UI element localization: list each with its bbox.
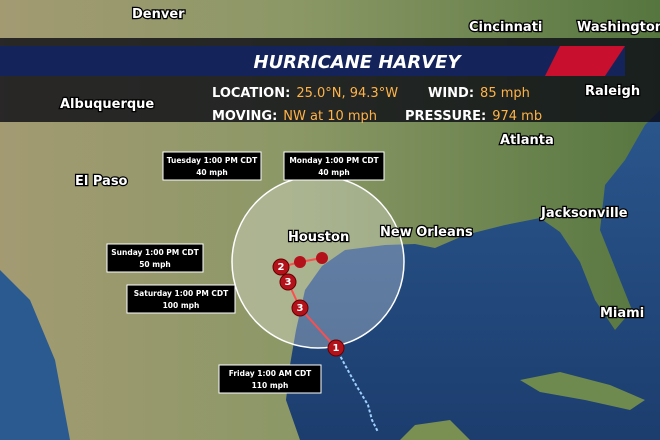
- forecast-wind: 40 mph: [318, 168, 350, 177]
- forecast-time: Sunday 1:00 PM CDT: [111, 248, 199, 257]
- forecast-time: Tuesday 1:00 PM CDT: [167, 156, 258, 165]
- city-label: El Paso: [75, 174, 128, 189]
- city-label: Houston: [288, 230, 349, 245]
- past-track: [335, 347, 379, 433]
- info-banner: HURRICANE HARVEY LOCATION: 25.0°N, 94.3°W…: [0, 38, 660, 124]
- city-label: Denver: [132, 7, 185, 22]
- field-label: WIND:: [428, 86, 474, 101]
- storm-icon: [316, 252, 328, 264]
- title-bar: [0, 46, 625, 76]
- storm-category: 3: [285, 277, 292, 288]
- gulf-of-california: [0, 270, 70, 440]
- forecast-time: Friday 1:00 AM CDT: [229, 369, 312, 378]
- forecast-box: [126, 284, 236, 314]
- logo-stripe: [545, 46, 625, 76]
- storm-icon: [279, 273, 297, 291]
- city-label: New Orleans: [380, 225, 473, 240]
- forecast-box: [162, 151, 262, 181]
- city-label: Albuquerque: [60, 97, 154, 112]
- banner-title: HURRICANE HARVEY: [254, 52, 463, 73]
- city-label: Atlanta: [500, 133, 554, 148]
- field-label: PRESSURE:: [405, 109, 486, 124]
- field-value: 25.0°N, 94.3°W: [296, 86, 398, 101]
- city-label: Jacksonville: [540, 206, 628, 221]
- city-label: Raleigh: [585, 84, 640, 99]
- field-label: MOVING:: [212, 109, 277, 124]
- storm-category: 1: [333, 343, 340, 354]
- forecast-wind: 50 mph: [139, 260, 171, 269]
- forecast-wind: 100 mph: [163, 301, 200, 310]
- forecast-box: [106, 243, 204, 273]
- forecast-time: Monday 1:00 PM CDT: [289, 156, 379, 165]
- field-value: 974 mb: [492, 109, 542, 124]
- forecast-time: Saturday 1:00 PM CDT: [134, 289, 229, 298]
- city-label: Washington: [577, 20, 660, 35]
- storm-icon: [294, 256, 306, 268]
- storm-icon: [327, 339, 345, 357]
- storm-category: 2: [278, 262, 285, 273]
- forecast-wind: 110 mph: [252, 381, 289, 390]
- storm-icon: [272, 258, 290, 276]
- city-label: Miami: [600, 306, 644, 321]
- forecast-box: [218, 364, 322, 394]
- storm-icon: [291, 299, 309, 317]
- field-value: NW at 10 mph: [283, 109, 377, 124]
- field-value: 85 mph: [480, 86, 530, 101]
- forecast-wind: 40 mph: [196, 168, 228, 177]
- forecast-box: [283, 151, 385, 181]
- yucatan: [400, 420, 470, 440]
- cuba: [520, 372, 645, 410]
- city-label: Cincinnati: [469, 20, 542, 35]
- field-label: LOCATION:: [212, 86, 290, 101]
- storm-category: 3: [297, 303, 304, 314]
